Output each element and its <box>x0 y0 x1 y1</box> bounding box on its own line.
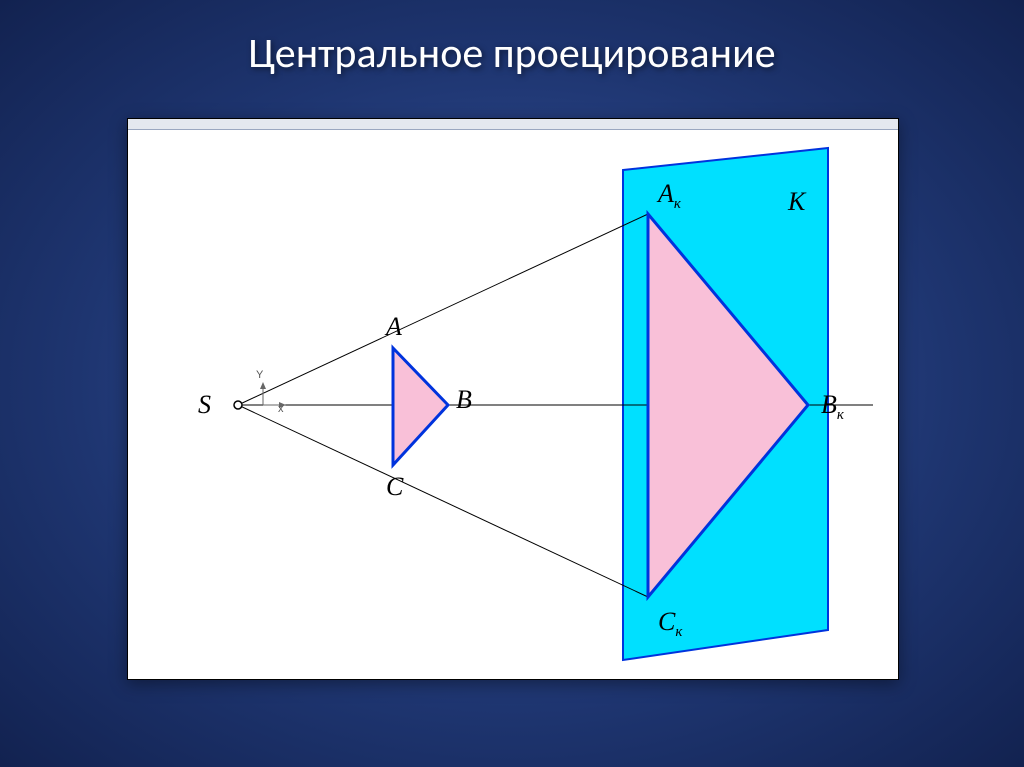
slide-title: Центральное проецирование <box>0 28 1024 79</box>
label-A: A <box>384 312 402 341</box>
inner-window-topbar <box>128 119 898 130</box>
ray-S-Ak <box>238 214 648 405</box>
triangle-source <box>393 348 448 465</box>
ray-S-Ck <box>238 405 648 597</box>
axis-y-arrow <box>260 382 266 389</box>
label-C: C <box>386 472 404 501</box>
label-S: S <box>198 390 211 419</box>
label-B: B <box>456 385 472 414</box>
point-S <box>234 401 242 409</box>
projection-diagram: S A B C Aк Bк Cк K Y x <box>128 130 898 680</box>
label-K: K <box>787 187 807 216</box>
axis-label-y: Y <box>256 369 264 381</box>
diagram-panel: S A B C Aк Bк Cк K Y x <box>127 118 899 680</box>
slide: Центральное проецирование S <box>0 0 1024 767</box>
axis-label-x: x <box>278 403 284 415</box>
label-Bk: Bк <box>821 390 845 423</box>
